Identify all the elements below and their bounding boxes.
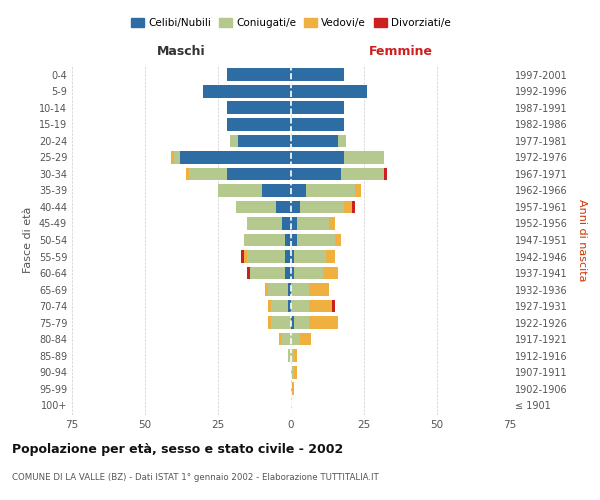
Text: Popolazione per età, sesso e stato civile - 2002: Popolazione per età, sesso e stato civil… [12, 442, 343, 456]
Bar [244, 234, 285, 246]
Bar [308, 316, 338, 329]
Bar [268, 283, 288, 296]
Bar [180, 151, 291, 164]
Bar [227, 118, 291, 131]
Bar [247, 266, 250, 280]
Bar [218, 184, 262, 197]
Y-axis label: Anni di nascita: Anni di nascita [577, 198, 587, 281]
Text: COMUNE DI LA VALLE (BZ) - Dati ISTAT 1° gennaio 2002 - Elaborazione TUTTITALIA.I: COMUNE DI LA VALLE (BZ) - Dati ISTAT 1° … [12, 472, 379, 482]
Bar [227, 102, 291, 114]
Bar [291, 184, 305, 197]
Bar [291, 366, 294, 378]
Bar [335, 234, 341, 246]
Bar [294, 250, 326, 263]
Bar [291, 283, 308, 296]
Y-axis label: Fasce di età: Fasce di età [23, 207, 33, 273]
Bar [291, 266, 294, 280]
Bar [291, 68, 344, 82]
Bar [285, 234, 291, 246]
Bar [268, 300, 271, 312]
Bar [291, 332, 300, 345]
Bar [285, 250, 291, 263]
Bar [174, 151, 180, 164]
Bar [250, 266, 285, 280]
Bar [291, 316, 294, 329]
Bar [326, 250, 335, 263]
Bar [247, 217, 282, 230]
Bar [230, 134, 238, 147]
Bar [344, 200, 352, 213]
Bar [291, 85, 367, 98]
Bar [186, 168, 189, 180]
Text: Femmine: Femmine [368, 45, 433, 58]
Bar [291, 134, 338, 147]
Bar [297, 234, 335, 246]
Bar [288, 300, 291, 312]
Bar [294, 366, 297, 378]
Bar [308, 300, 332, 312]
Bar [291, 234, 297, 246]
Bar [291, 349, 294, 362]
Bar [268, 316, 271, 329]
Bar [291, 300, 308, 312]
Bar [323, 266, 338, 280]
Bar [300, 200, 344, 213]
Bar [291, 382, 294, 395]
Bar [291, 168, 341, 180]
Bar [277, 200, 291, 213]
Bar [305, 184, 355, 197]
Bar [244, 250, 247, 263]
Bar [291, 200, 300, 213]
Bar [288, 283, 291, 296]
Bar [262, 184, 291, 197]
Bar [332, 300, 335, 312]
Bar [344, 151, 385, 164]
Bar [338, 134, 346, 147]
Bar [241, 250, 244, 263]
Bar [300, 332, 311, 345]
Bar [238, 134, 291, 147]
Bar [329, 217, 335, 230]
Bar [291, 118, 344, 131]
Bar [265, 283, 268, 296]
Text: Maschi: Maschi [157, 45, 206, 58]
Bar [247, 250, 285, 263]
Bar [291, 102, 344, 114]
Bar [352, 200, 355, 213]
Legend: Celibi/Nubili, Coniugati/e, Vedovi/e, Divorziati/e: Celibi/Nubili, Coniugati/e, Vedovi/e, Di… [131, 18, 451, 28]
Bar [385, 168, 388, 180]
Bar [227, 68, 291, 82]
Bar [285, 266, 291, 280]
Bar [291, 217, 297, 230]
Bar [294, 316, 308, 329]
Bar [227, 168, 291, 180]
Bar [282, 332, 291, 345]
Bar [355, 184, 361, 197]
Bar [294, 349, 297, 362]
Bar [271, 300, 288, 312]
Bar [282, 217, 291, 230]
Bar [291, 250, 294, 263]
Bar [271, 316, 291, 329]
Bar [203, 85, 291, 98]
Bar [280, 332, 282, 345]
Bar [236, 200, 277, 213]
Bar [308, 283, 329, 296]
Bar [189, 168, 227, 180]
Bar [171, 151, 174, 164]
Bar [291, 151, 344, 164]
Bar [294, 266, 323, 280]
Bar [288, 349, 291, 362]
Bar [297, 217, 329, 230]
Bar [341, 168, 385, 180]
